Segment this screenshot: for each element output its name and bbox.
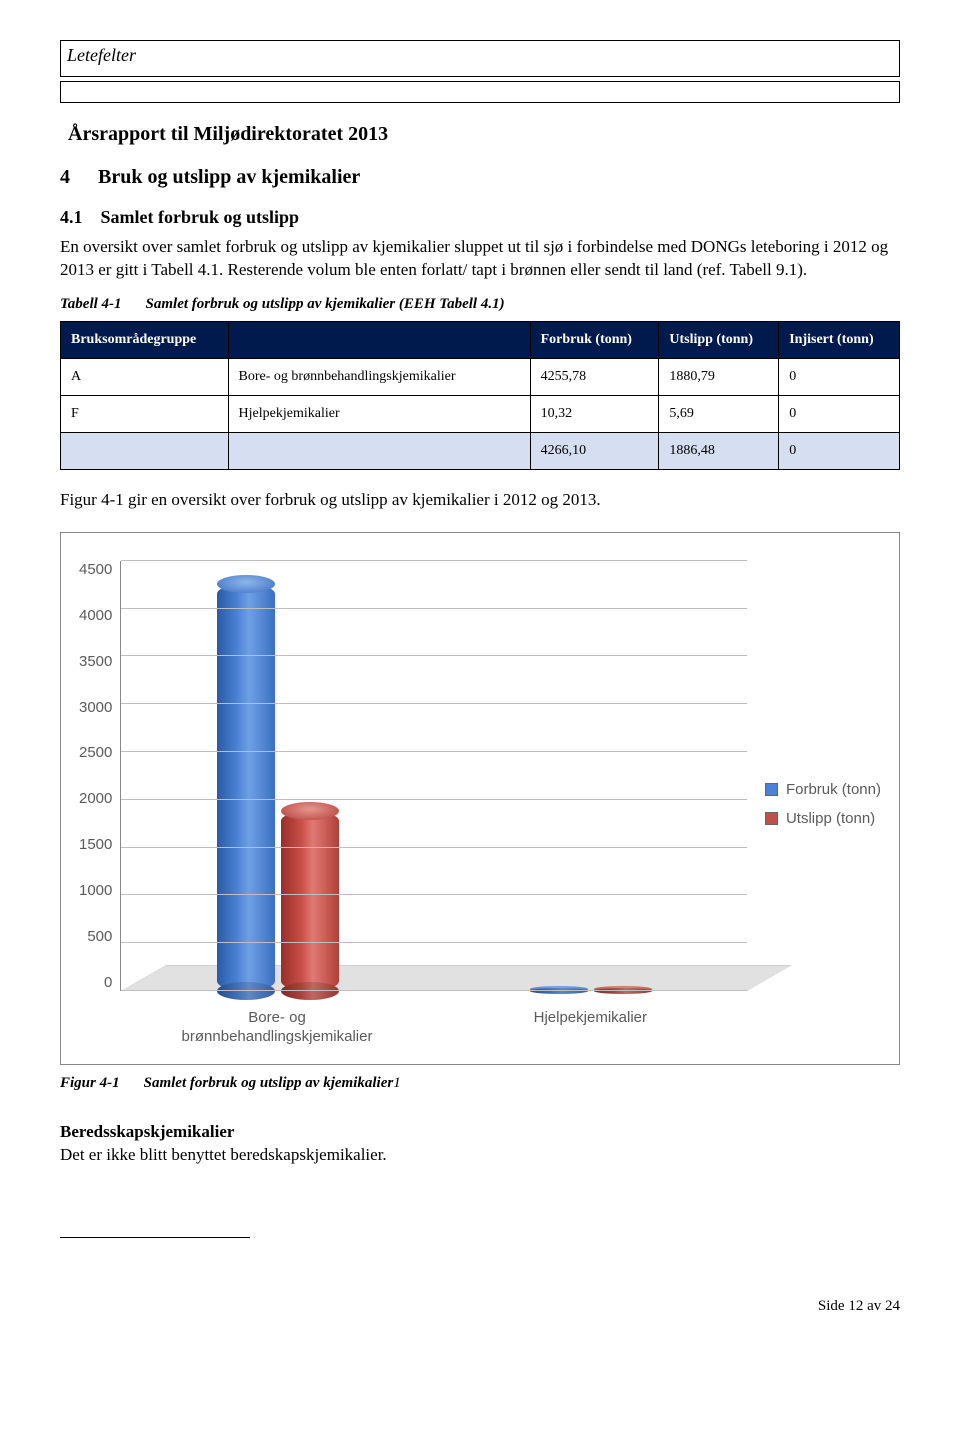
table-caption-ref: Tabell 4-1	[60, 296, 122, 313]
x-category-label: Bore- ogbrønnbehandlingskjemikalier	[120, 1009, 433, 1047]
table-cell: Bore- og brønnbehandlingskjemikalier	[228, 358, 530, 395]
y-tick-label: 2000	[79, 790, 112, 807]
subheading-beredskap: Beredsskapskjemikalier	[60, 1122, 900, 1142]
figure-caption: Figur 4-1 Samlet forbruk og utslipp av k…	[60, 1075, 900, 1092]
y-tick-label: 3000	[79, 699, 112, 716]
heading-3: 4.1 Samlet forbruk og utslipp	[60, 207, 900, 228]
chart-bar	[217, 584, 275, 991]
table-cell: 5,69	[659, 395, 779, 432]
table-col-header: Forbruk (tonn)	[530, 321, 659, 358]
legend-item: Forbruk (tonn)	[765, 781, 881, 798]
legend-label: Utslipp (tonn)	[786, 810, 875, 827]
y-tick-label: 4000	[79, 607, 112, 624]
table-col-header	[228, 321, 530, 358]
paragraph-intro: En oversikt over samlet forbruk og utsli…	[60, 236, 900, 282]
legend-swatch	[765, 812, 778, 825]
table-cell: 0	[779, 432, 900, 469]
table-cell: 0	[779, 395, 900, 432]
table-cell: A	[61, 358, 229, 395]
chart-container: 4500 4000 3500 3000 2500 2000 1500 1000 …	[60, 532, 900, 1066]
table-caption: Tabell 4-1 Samlet forbruk og utslipp av …	[60, 296, 900, 313]
heading-3-text: Samlet forbruk og utslipp	[101, 207, 300, 228]
table-row: A Bore- og brønnbehandlingskjemikalier 4…	[61, 358, 900, 395]
chart-bar	[281, 811, 339, 991]
table-cell	[228, 432, 530, 469]
y-tick-label: 4500	[79, 561, 112, 578]
table-header-row: Bruksområdegruppe Forbruk (tonn) Utslipp…	[61, 321, 900, 358]
data-table: Bruksområdegruppe Forbruk (tonn) Utslipp…	[60, 321, 900, 470]
table-total-row: 4266,10 1886,48 0	[61, 432, 900, 469]
table-cell: 10,32	[530, 395, 659, 432]
heading-2-text: Bruk og utslipp av kjemikalier	[98, 166, 360, 189]
y-tick-label: 500	[87, 928, 112, 945]
table-col-header: Bruksområdegruppe	[61, 321, 229, 358]
chart-y-axis: 4500 4000 3500 3000 2500 2000 1500 1000 …	[79, 561, 120, 991]
table-cell	[61, 432, 229, 469]
table-col-header: Utslipp (tonn)	[659, 321, 779, 358]
legend-label: Forbruk (tonn)	[786, 781, 881, 798]
y-tick-label: 0	[104, 974, 112, 991]
paragraph-figure-ref: Figur 4-1 gir en oversikt over forbruk o…	[60, 490, 900, 510]
figure-caption-ref: Figur 4-1	[60, 1075, 120, 1092]
table-caption-text: Samlet forbruk og utslipp av kjemikalier…	[146, 296, 505, 313]
table-cell: 1880,79	[659, 358, 779, 395]
heading-3-number: 4.1	[60, 207, 83, 228]
table-cell: 4255,78	[530, 358, 659, 395]
y-tick-label: 1000	[79, 882, 112, 899]
header-empty-box	[60, 81, 900, 103]
table-cell: Hjelpekjemikalier	[228, 395, 530, 432]
figure-caption-text: Samlet forbruk og utslipp av kjemikalier…	[144, 1075, 401, 1092]
table-cell: 1886,48	[659, 432, 779, 469]
chart-plot-area	[120, 561, 747, 991]
chart-bars	[121, 561, 747, 991]
table-cell: 0	[779, 358, 900, 395]
chart-x-axis: Bore- ogbrønnbehandlingskjemikalier Hjel…	[120, 1009, 747, 1047]
legend-swatch	[765, 783, 778, 796]
table-col-header: Injisert (tonn)	[779, 321, 900, 358]
page-footer: Side 12 av 24	[60, 1298, 900, 1315]
x-category-label: Hjelpekjemikalier	[434, 1009, 747, 1047]
paragraph-beredskap: Det er ikke blitt benyttet beredskapskje…	[60, 1144, 900, 1167]
y-tick-label: 3500	[79, 653, 112, 670]
heading-2: 4 Bruk og utslipp av kjemikalier	[60, 166, 900, 189]
legend-item: Utslipp (tonn)	[765, 810, 881, 827]
header-section-box: Letefelter	[60, 40, 900, 77]
table-row: F Hjelpekjemikalier 10,32 5,69 0	[61, 395, 900, 432]
y-tick-label: 1500	[79, 836, 112, 853]
footnote-separator	[60, 1237, 250, 1238]
table-cell: 4266,10	[530, 432, 659, 469]
table-cell: F	[61, 395, 229, 432]
section-label: Letefelter	[61, 41, 899, 70]
footnote-ref: 1	[393, 1075, 401, 1091]
report-title: Årsrapport til Miljødirektoratet 2013	[60, 117, 900, 152]
heading-2-number: 4	[60, 166, 70, 189]
y-tick-label: 2500	[79, 744, 112, 761]
